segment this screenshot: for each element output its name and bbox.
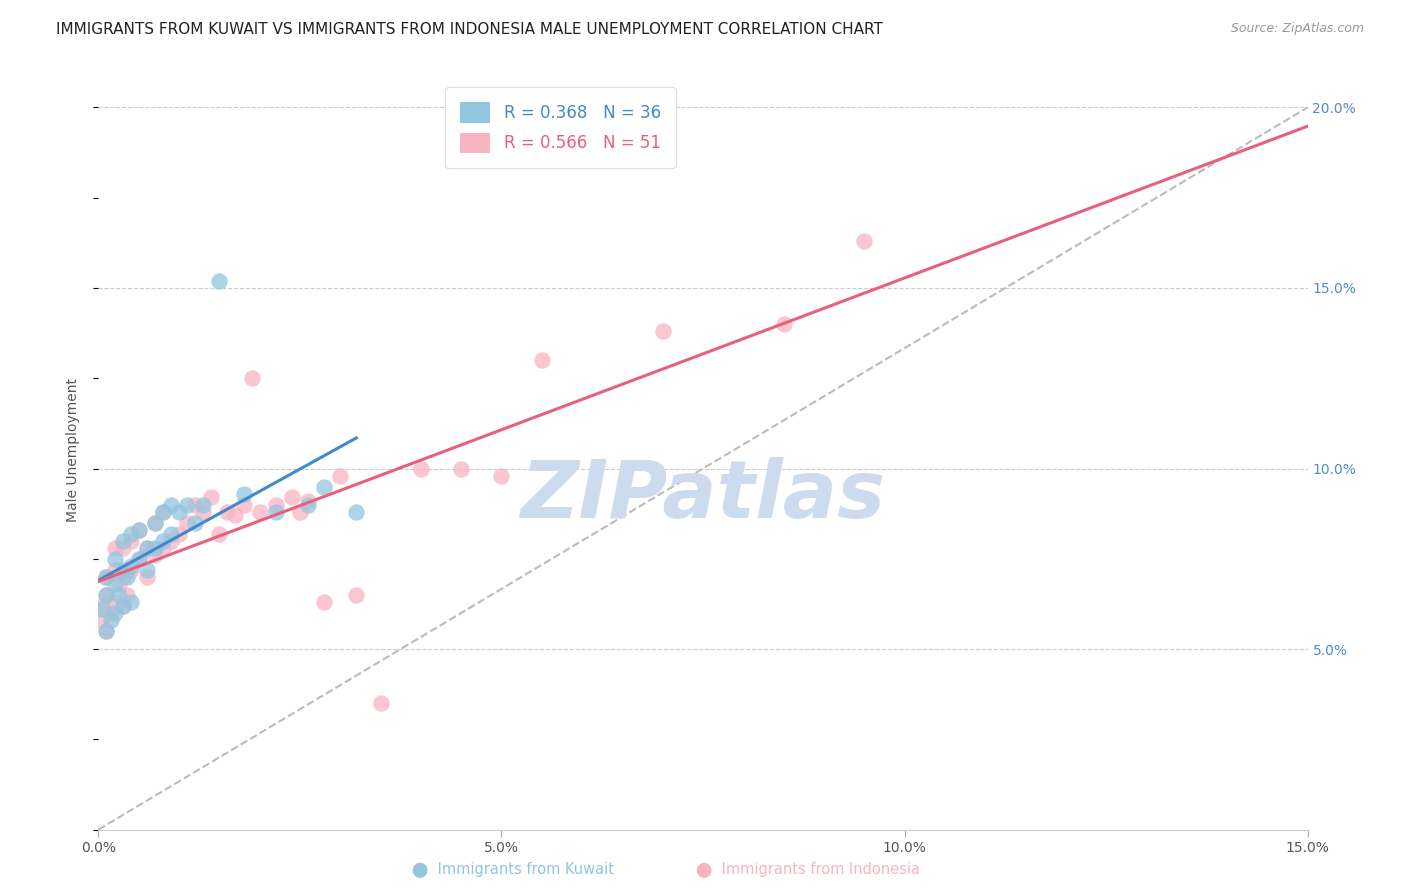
Point — [200, 491, 222, 505]
Point — [100, 613, 122, 627]
Point — [530, 353, 553, 368]
Point — [103, 541, 125, 555]
Point — [217, 505, 239, 519]
Point — [128, 551, 150, 566]
Point — [152, 505, 174, 519]
Point — [111, 599, 134, 613]
Point — [143, 516, 166, 530]
Point — [103, 595, 125, 609]
Point — [370, 696, 392, 710]
Text: IMMIGRANTS FROM KUWAIT VS IMMIGRANTS FROM INDONESIA MALE UNEMPLOYMENT CORRELATIO: IMMIGRANTS FROM KUWAIT VS IMMIGRANTS FRO… — [56, 22, 883, 37]
Point — [240, 371, 263, 385]
Point — [107, 577, 129, 591]
Point — [143, 516, 166, 530]
Point — [96, 588, 118, 602]
Point — [297, 498, 319, 512]
Point — [772, 317, 794, 331]
Point — [91, 599, 114, 613]
Point — [224, 508, 246, 523]
Point — [135, 541, 157, 555]
Point — [409, 461, 432, 475]
Point — [96, 624, 118, 638]
Point — [184, 498, 207, 512]
Point — [152, 541, 174, 555]
Point — [314, 595, 336, 609]
Point — [111, 563, 134, 577]
Point — [344, 588, 367, 602]
Point — [96, 588, 118, 602]
Point — [115, 570, 138, 584]
Point — [152, 505, 174, 519]
Point — [329, 468, 352, 483]
Point — [176, 516, 198, 530]
Point — [288, 505, 311, 519]
Point — [111, 533, 134, 548]
Point — [160, 498, 183, 512]
Point — [91, 602, 114, 616]
Point — [193, 505, 215, 519]
Text: ⬤  Immigrants from Indonesia: ⬤ Immigrants from Indonesia — [696, 862, 921, 878]
Point — [193, 498, 215, 512]
Point — [135, 563, 157, 577]
Point — [651, 324, 673, 338]
Point — [128, 523, 150, 537]
Point — [176, 498, 198, 512]
Point — [111, 599, 134, 613]
Point — [249, 505, 271, 519]
Text: ZIPatlas: ZIPatlas — [520, 457, 886, 535]
Point — [184, 516, 207, 530]
Text: Source: ZipAtlas.com: Source: ZipAtlas.com — [1230, 22, 1364, 36]
Point — [208, 274, 231, 288]
Point — [128, 551, 150, 566]
Legend: R = 0.368   N = 36, R = 0.566   N = 51: R = 0.368 N = 36, R = 0.566 N = 51 — [446, 87, 676, 168]
Point — [167, 505, 190, 519]
Text: ⬤  Immigrants from Kuwait: ⬤ Immigrants from Kuwait — [412, 862, 614, 878]
Point — [450, 461, 472, 475]
Point — [103, 606, 125, 620]
Point — [167, 526, 190, 541]
Point — [120, 526, 142, 541]
Point — [128, 523, 150, 537]
Point — [297, 494, 319, 508]
Point — [314, 479, 336, 493]
Point — [344, 505, 367, 519]
Point — [111, 570, 134, 584]
Point — [115, 588, 138, 602]
Point — [143, 548, 166, 562]
Point — [152, 533, 174, 548]
Point — [232, 487, 254, 501]
Point — [160, 526, 183, 541]
Point — [135, 570, 157, 584]
Point — [264, 498, 287, 512]
Point — [90, 613, 112, 627]
Point — [103, 577, 125, 591]
Point — [491, 468, 513, 483]
Point — [208, 526, 231, 541]
Point — [96, 570, 118, 584]
Point — [264, 505, 287, 519]
Point — [103, 563, 125, 577]
Point — [107, 588, 129, 602]
Point — [281, 491, 304, 505]
Point — [120, 559, 142, 574]
Point — [232, 498, 254, 512]
Point — [120, 563, 142, 577]
Point — [120, 533, 142, 548]
Point — [120, 595, 142, 609]
Point — [103, 551, 125, 566]
Point — [143, 541, 166, 555]
Point — [160, 533, 183, 548]
Point — [853, 234, 876, 248]
Y-axis label: Male Unemployment: Male Unemployment — [66, 378, 80, 523]
Point — [100, 606, 122, 620]
Point — [96, 624, 118, 638]
Point — [96, 570, 118, 584]
Point — [135, 541, 157, 555]
Point — [111, 541, 134, 555]
